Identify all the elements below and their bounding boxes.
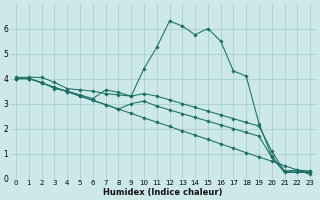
X-axis label: Humidex (Indice chaleur): Humidex (Indice chaleur) (103, 188, 223, 197)
